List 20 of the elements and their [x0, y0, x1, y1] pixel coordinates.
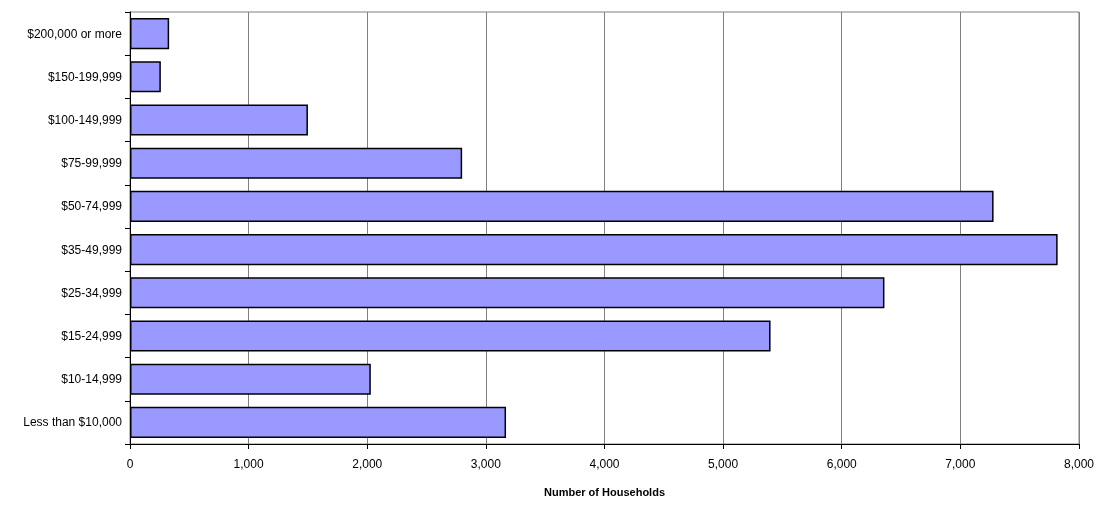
y-tick-label: $10-14,999: [61, 372, 123, 387]
x-tick-label: 2,000: [352, 457, 383, 471]
y-tick-label: $150-199,999: [47, 69, 123, 84]
y-tick-label: $75-99,999: [61, 156, 123, 171]
x-tick-label: 7,000: [945, 457, 976, 471]
x-tick-label: 0: [126, 457, 134, 471]
x-tick-label: 5,000: [708, 457, 739, 471]
x-tick-label: 4,000: [589, 457, 620, 471]
x-tick-label: 1,000: [233, 457, 264, 471]
x-tick-label: 6,000: [826, 457, 858, 471]
x-tick-label: 8,000: [1063, 457, 1095, 471]
y-tick-label: $100-149,999: [47, 113, 123, 127]
y-tick-label: $25-34,999: [61, 285, 123, 300]
y-tick-label: $35-49,999: [61, 242, 123, 257]
y-tick-label: $50-74,999: [61, 199, 123, 214]
x-tick-label: 3,000: [470, 457, 502, 471]
y-tick-label: $200,000 or more: [27, 26, 123, 41]
y-tick-label: Less than $10,000: [23, 415, 123, 430]
y-tick-label: $15-24,999: [61, 329, 123, 343]
x-axis-title: Number of Households: [543, 485, 665, 498]
